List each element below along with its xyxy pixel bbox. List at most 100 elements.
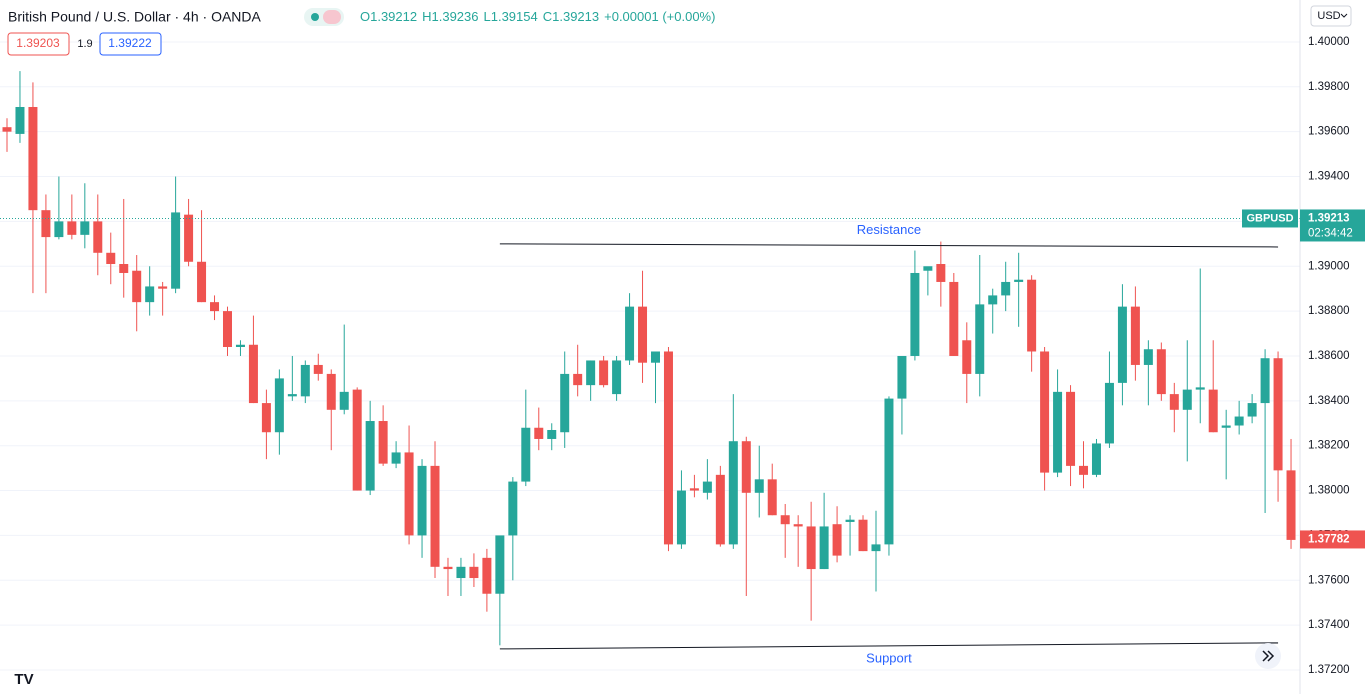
trend-line (499, 243, 1279, 248)
price-tag (1300, 209, 1365, 242)
candle-body (1286, 470, 1296, 540)
price-tag (1300, 530, 1365, 549)
ohlc-value: L1.39154 (484, 9, 538, 24)
y-tick-label: 1.38600 (1308, 350, 1350, 362)
candle-body (754, 479, 764, 493)
trend-line (499, 642, 1279, 650)
y-tick-label: 1.38800 (1308, 305, 1350, 317)
candle-body (560, 373, 570, 433)
symbol-tag (1242, 209, 1298, 228)
candle-body (1208, 389, 1218, 433)
candle-body (715, 474, 725, 545)
candle-body (15, 106, 25, 134)
candle-body (184, 214, 194, 262)
candle-body (599, 360, 609, 386)
candle-body (456, 566, 466, 579)
candle-body (819, 526, 829, 570)
candle-body (651, 351, 660, 363)
candle-body (495, 535, 505, 594)
candle-body (469, 566, 479, 579)
candle-body (702, 481, 712, 493)
candle-body (1156, 349, 1166, 395)
price-axis: 1.400001.398001.396001.394001.392001.390… (1242, 36, 1365, 676)
candle-body (936, 264, 946, 282)
candle-body (1260, 358, 1270, 404)
y-tick-label: 1.39600 (1308, 126, 1350, 138)
candle-body (1066, 391, 1076, 466)
candle-body (1234, 416, 1244, 426)
candle-body (728, 441, 738, 545)
trend-line-label: Support (866, 650, 912, 665)
candle-body (988, 295, 998, 305)
y-tick-label: 1.37600 (1308, 574, 1350, 586)
currency-button[interactable] (1310, 5, 1352, 27)
spread: 1.9 (77, 38, 92, 50)
y-tick-label: 1.39800 (1308, 81, 1350, 93)
buy-button[interactable] (99, 32, 162, 56)
ohlc-legend: O1.39212 H1.39236 L1.39154 C1.39213 +0.00001… (360, 9, 715, 24)
candle-body (689, 488, 699, 491)
candle-body (676, 490, 686, 545)
candle-body (313, 364, 323, 374)
candle-body (41, 210, 51, 238)
candle-body (430, 465, 440, 567)
ask-price[interactable]: 1.39222 (108, 36, 152, 50)
candle-body (404, 452, 414, 536)
symbol-title: British Pound / U.S. Dollar · 4h · OANDA (8, 9, 262, 25)
candle-body (197, 261, 207, 303)
y-tick-label: 1.37400 (1308, 619, 1350, 631)
sell-button[interactable] (7, 32, 70, 56)
candle-body (780, 515, 790, 525)
candle-body (1040, 351, 1050, 473)
candle-body (145, 286, 155, 303)
candle-body (949, 281, 959, 356)
candle-body (663, 351, 673, 545)
ohlc-value: C1.39213 (543, 9, 599, 24)
trend-line-label: Resistance (857, 222, 921, 237)
candle-body (443, 566, 453, 570)
candle-body (1053, 391, 1063, 473)
candle-body (261, 403, 271, 433)
candle-body (222, 311, 232, 347)
candle-body (534, 427, 544, 439)
y-tick-label: 1.38000 (1308, 485, 1350, 497)
candle-body (235, 344, 245, 347)
candle-body (638, 306, 648, 363)
scroll-icon (1262, 650, 1275, 662)
currency[interactable]: USD (1317, 10, 1340, 22)
candle-body (378, 421, 388, 464)
candle-body (248, 344, 258, 404)
candle-body (119, 264, 129, 273)
candle-body (871, 544, 881, 552)
logo: TV (14, 671, 33, 688)
candle-body (28, 106, 38, 211)
candle-body (573, 373, 583, 386)
grid (0, 41, 1300, 671)
plot: Resistance Support (0, 71, 1300, 665)
ohlc-value: H1.39236 (422, 9, 478, 24)
candle-body (547, 429, 557, 439)
candle-body (767, 479, 777, 516)
candle-body (274, 378, 284, 433)
candle-body (508, 481, 518, 536)
bid-price[interactable]: 1.39203 (16, 36, 60, 50)
candle-body (1091, 443, 1101, 475)
candle-body (1014, 279, 1024, 282)
candle-body (741, 441, 751, 493)
candle-body (625, 306, 635, 361)
ohlc-value: O1.39212 (360, 9, 417, 24)
candle-body (482, 557, 492, 594)
candle-body (910, 272, 920, 356)
candle-body (365, 421, 375, 491)
candle-body (897, 355, 907, 399)
candle-body (352, 389, 362, 491)
candle-body (391, 452, 401, 464)
symbol-name: GBPUSD (1246, 212, 1293, 224)
status-dot (311, 13, 319, 21)
candle-body (210, 302, 220, 312)
candle-body (1169, 394, 1179, 410)
candle-body (80, 221, 90, 235)
status-icon (323, 10, 341, 24)
candle-body (1182, 389, 1192, 410)
candle-body (923, 266, 933, 271)
